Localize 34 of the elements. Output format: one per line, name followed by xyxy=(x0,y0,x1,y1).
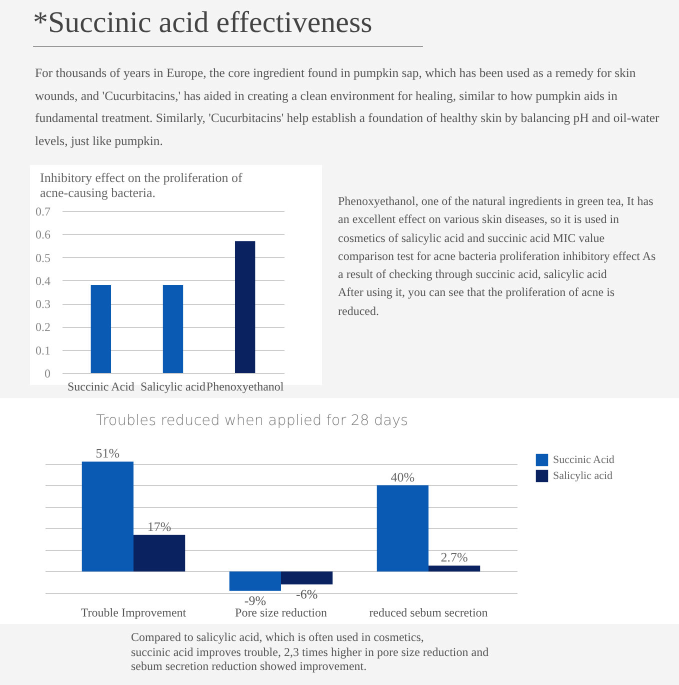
x-tick-label: Trouble Improvement xyxy=(80,606,187,620)
legend-label: Salicylic acid xyxy=(553,470,614,482)
data-label: 51% xyxy=(96,446,120,461)
data-label: 40% xyxy=(390,469,415,484)
y-tick-label: 0.1 xyxy=(36,343,50,358)
text: *Succinic acid effectiveness xyxy=(33,6,423,47)
x-tick-label: Pore size reduction xyxy=(235,606,327,620)
bar xyxy=(229,571,281,591)
data-label: 17% xyxy=(147,518,172,534)
text: For thousands of years in Europe, the core ingredient found in pumpkin sap, which has been used as a remedy for skin wounds, and 'Cucurbitacins,' has aided in creating a clean environment for healing, similar to how pumpkin aids in fundamental treatment. Similarly, 'Cucurbitacins' help establish a foundation of healthy skin by balancing pH and oil-water levels, just like pumpkin. xyxy=(35,65,660,150)
y-tick-label: 0.3 xyxy=(36,297,50,312)
y-tick-label: 0 xyxy=(44,366,50,380)
x-tick-label: Succinic Acid xyxy=(67,380,134,394)
chart-title: Inhibitory effect on the proliferation of acne-causing bacteria. xyxy=(40,170,244,200)
y-tick-label: 0.4 xyxy=(36,274,50,288)
data-label: 2.7% xyxy=(440,550,468,565)
x-tick-label: Phenoxyethanol xyxy=(206,380,284,394)
data-label: -6% xyxy=(296,586,318,602)
legend-label: Succinic Acid xyxy=(553,454,615,466)
y-tick-label: 0.6 xyxy=(36,228,50,242)
y-tick-label: 0.5 xyxy=(36,250,50,265)
bar xyxy=(281,571,333,584)
text: Phenoxyethanol, one of the natural ingredients in green tea, It has an excellent effect on various skin diseases, so it is used in cosmetics of salicylic acid and succinic acid MIC value comparison test for acne bacteria proliferation inhibitory effect As a result of checking through succinic acid, salicylic acid After using it, you can see that the proliferation of acne is reduced. xyxy=(338,193,657,320)
x-tick-label: Salicylic acid xyxy=(140,380,206,394)
bar xyxy=(134,534,186,572)
bar xyxy=(376,485,428,572)
chart-title: Troubles reduced when applied for 28 days xyxy=(96,413,408,429)
data-label: -9% xyxy=(244,592,266,608)
y-tick-label: 0.2 xyxy=(36,320,50,334)
bar xyxy=(428,566,480,572)
x-tick-label: reduced sebum secretion xyxy=(369,606,488,620)
bar xyxy=(82,462,134,572)
y-tick-label: 0.7 xyxy=(36,204,50,218)
text: Compared to salicylic acid, which is often used in cosmetics, succinic acid improves trouble, 2,3 times higher in pore size reduction and sebum secretion reduction showed improvement. xyxy=(131,630,490,674)
